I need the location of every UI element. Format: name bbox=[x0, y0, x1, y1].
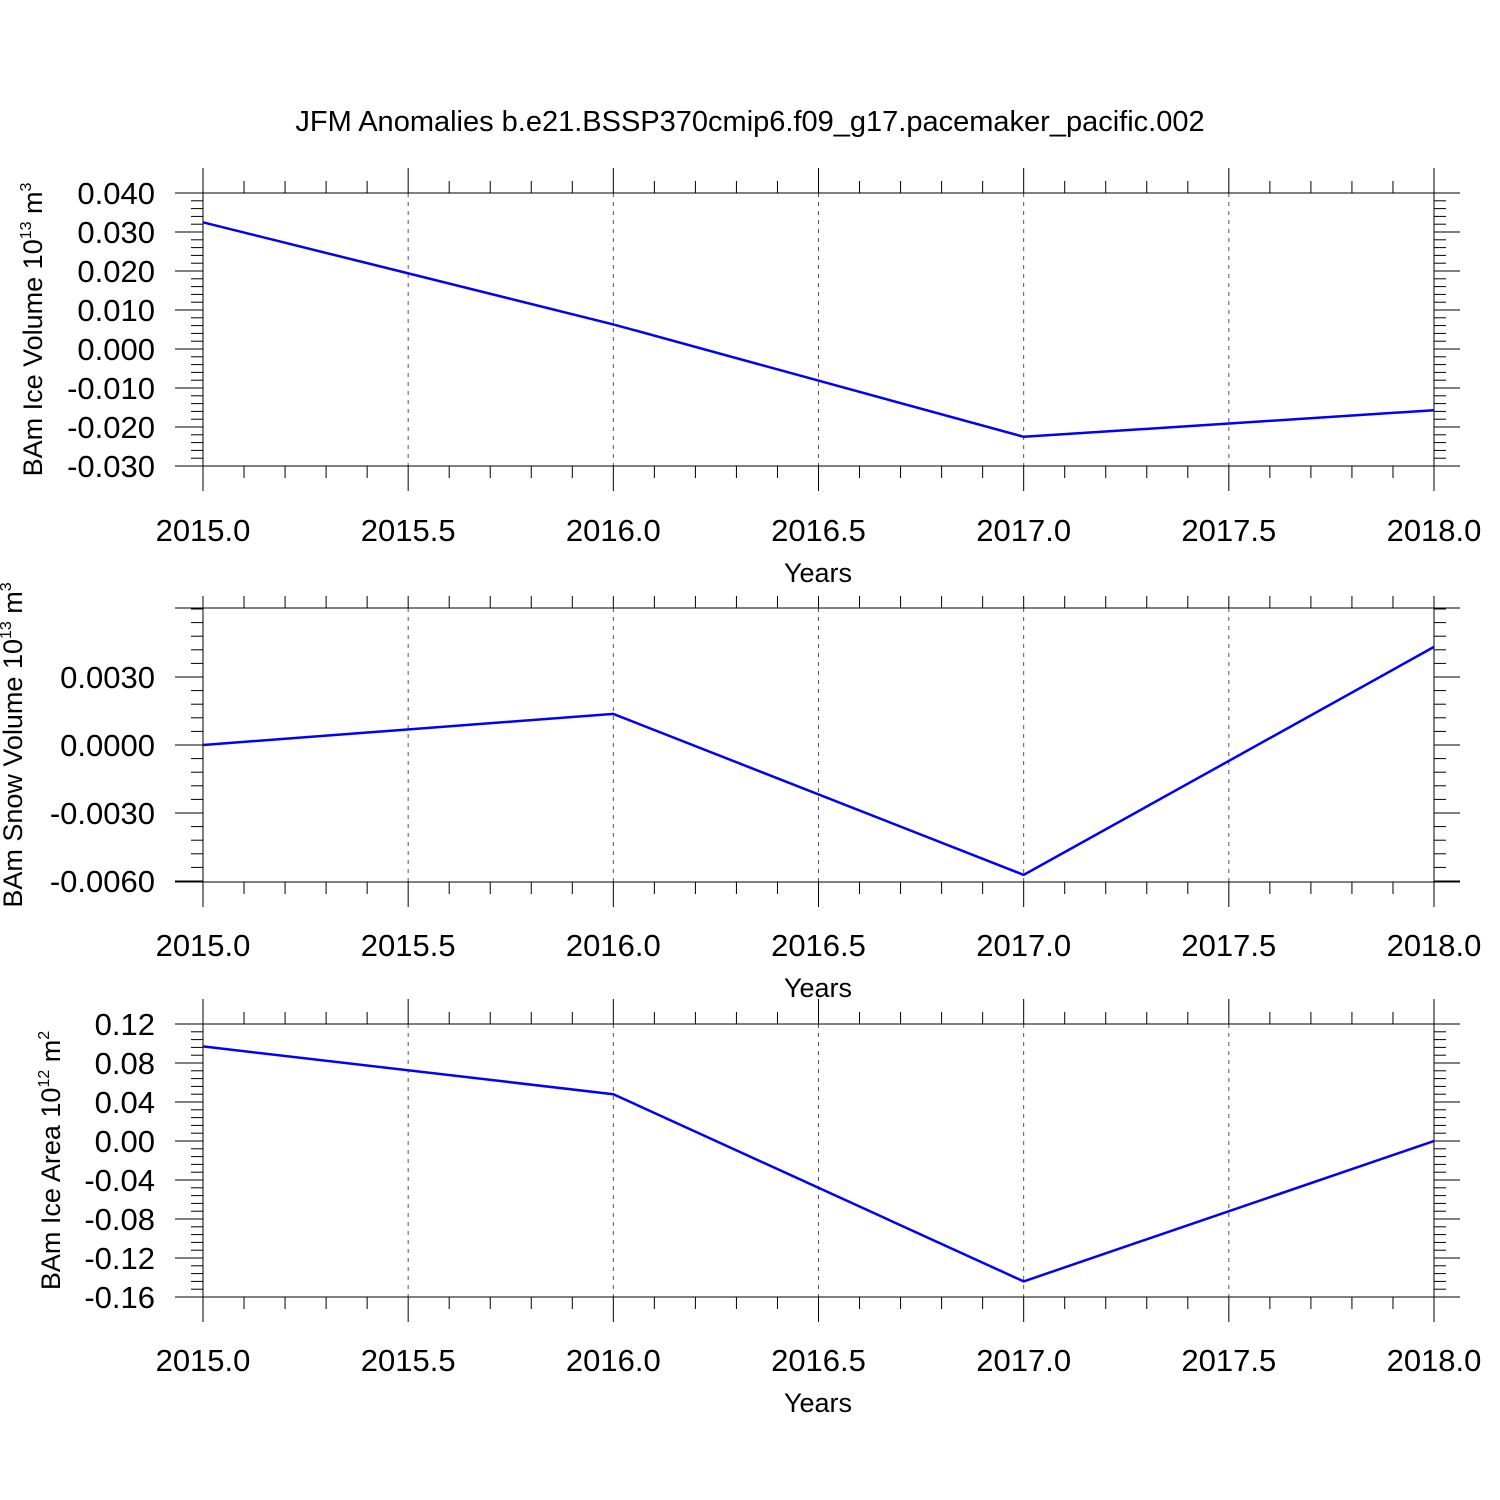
x-tick-label: 2018.0 bbox=[1387, 1343, 1482, 1378]
series-line bbox=[202, 645, 1435, 877]
x-tick-label: 2016.0 bbox=[566, 513, 661, 548]
y-axis-title-superscript: 13 bbox=[0, 621, 15, 639]
y-axis-title-part: m bbox=[18, 191, 48, 221]
x-tick-label: 2016.5 bbox=[771, 928, 866, 963]
x-tick-label: 2015.5 bbox=[361, 513, 456, 548]
y-tick-label: -0.16 bbox=[84, 1280, 155, 1315]
x-tick-label: 2015.0 bbox=[156, 928, 251, 963]
y-tick-label: 0.0000 bbox=[60, 728, 155, 763]
chart-panel-3: 2015.0 2015.5 2016.0 2016.5 2017.0 2017.5 2018… bbox=[36, 999, 1481, 1418]
y-tick-label: 0.04 bbox=[95, 1085, 155, 1120]
chart-panel-2: 2015.0 2015.5 2016.0 2016.5 2017.0 2017.5 2018… bbox=[0, 582, 1481, 1003]
x-tick-label: 2017.5 bbox=[1181, 928, 1276, 963]
y-axis-title-part: BAm Snow Volume 10 bbox=[0, 639, 28, 908]
x-tick-label: 2015.0 bbox=[156, 513, 251, 548]
y-axis-title-part: m bbox=[36, 1040, 66, 1070]
x-tick-label: 2015.5 bbox=[361, 1343, 456, 1378]
y-tick-label: -0.0030 bbox=[50, 796, 155, 831]
y-tick-label: 0.040 bbox=[77, 176, 155, 211]
y-tick-label: 0.010 bbox=[77, 293, 155, 328]
series-line bbox=[202, 1045, 1435, 1283]
x-tick-label: 2015.0 bbox=[156, 1343, 251, 1378]
y-tick-label: 0.00 bbox=[95, 1124, 155, 1159]
y-tick-label: 0.020 bbox=[77, 254, 155, 289]
x-tick-label: 2016.5 bbox=[771, 513, 866, 548]
y-axis-title: BAm Ice Volume 1013 m3 bbox=[18, 182, 48, 476]
y-axis-title: BAm Snow Volume 1013 m3 bbox=[0, 582, 28, 907]
x-tick-label: 2017.0 bbox=[976, 513, 1071, 548]
x-tick-label: 2018.0 bbox=[1387, 513, 1482, 548]
y-axis-title-part: BAm Ice Area 10 bbox=[36, 1088, 66, 1291]
x-tick-label: 2017.5 bbox=[1181, 513, 1276, 548]
panels: 2015.0 2015.5 2016.0 2016.5 2017.0 2017.5 2018… bbox=[0, 168, 1481, 1418]
x-tick-label: 2016.0 bbox=[566, 1343, 661, 1378]
y-axis-title-superscript: 13 bbox=[18, 221, 35, 239]
x-axis-title: Years bbox=[784, 558, 852, 588]
y-axis-title-part: m bbox=[0, 591, 28, 621]
x-tick-label: 2016.0 bbox=[566, 928, 661, 963]
y-axis-title-superscript: 12 bbox=[36, 1070, 53, 1088]
y-tick-label: -0.030 bbox=[67, 449, 155, 484]
x-axis-title: Years bbox=[784, 973, 852, 1003]
series-line bbox=[202, 221, 1435, 439]
y-axis-title-superscript: 3 bbox=[18, 182, 35, 191]
y-tick-label: -0.08 bbox=[84, 1202, 155, 1237]
y-tick-label: 0.000 bbox=[77, 332, 155, 367]
x-tick-label: 2017.0 bbox=[976, 928, 1071, 963]
y-tick-label: 0.030 bbox=[77, 215, 155, 250]
y-axis-title-part: BAm Ice Volume 10 bbox=[18, 239, 48, 476]
y-tick-label: -0.0060 bbox=[50, 864, 155, 899]
y-tick-label: 0.0030 bbox=[60, 660, 155, 695]
y-tick-label: 0.08 bbox=[95, 1046, 155, 1081]
y-axis-title-superscript: 3 bbox=[0, 582, 15, 591]
y-tick-label: -0.04 bbox=[84, 1163, 155, 1198]
y-tick-label: -0.010 bbox=[67, 371, 155, 406]
x-tick-label: 2016.5 bbox=[771, 1343, 866, 1378]
x-tick-label: 2018.0 bbox=[1387, 928, 1482, 963]
x-axis-title: Years bbox=[784, 1388, 852, 1418]
chart-panel-1: 2015.0 2015.5 2016.0 2016.5 2017.0 2017.5 2018… bbox=[18, 168, 1481, 588]
y-axis-title: BAm Ice Area 1012 m2 bbox=[36, 1031, 66, 1290]
y-tick-label: -0.12 bbox=[84, 1241, 155, 1276]
x-tick-label: 2015.5 bbox=[361, 928, 456, 963]
y-axis-title-superscript: 2 bbox=[36, 1031, 53, 1040]
x-tick-label: 2017.0 bbox=[976, 1343, 1071, 1378]
y-tick-label: -0.020 bbox=[67, 410, 155, 445]
y-tick-label: 0.12 bbox=[95, 1007, 155, 1042]
figure-title: JFM Anomalies b.e21.BSSP370cmip6.f09_g17… bbox=[295, 106, 1204, 138]
x-tick-label: 2017.5 bbox=[1181, 1343, 1276, 1378]
